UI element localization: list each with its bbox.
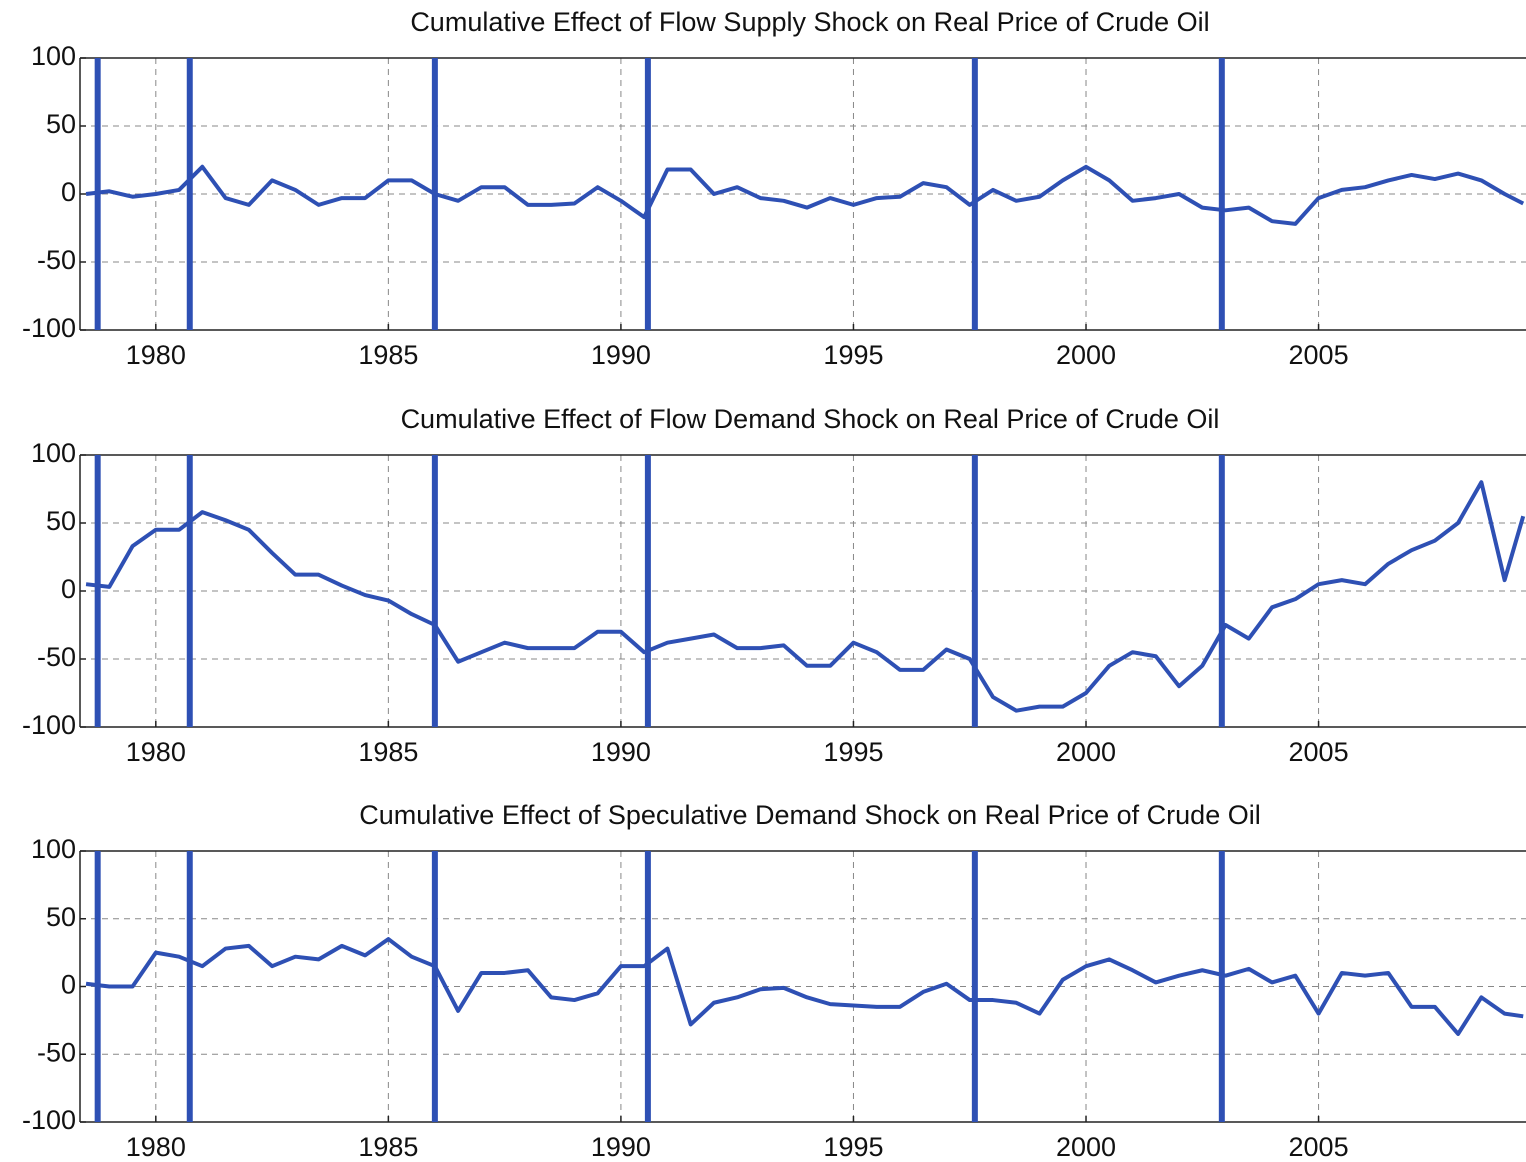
y-tick-label: -50 xyxy=(37,245,76,275)
panel-title: Cumulative Effect of Speculative Demand … xyxy=(359,800,1260,830)
x-tick-label: 1980 xyxy=(126,1132,186,1162)
y-tick-label: 100 xyxy=(31,41,76,71)
x-tick-label: 1995 xyxy=(823,1132,883,1162)
y-tick-label: -100 xyxy=(22,710,76,740)
panel: Cumulative Effect of Flow Demand Shock o… xyxy=(22,404,1526,767)
x-tick-label: 2005 xyxy=(1289,340,1349,370)
plot-area xyxy=(85,851,1524,1122)
x-tick-label: 1995 xyxy=(823,737,883,767)
x-tick-label: 2000 xyxy=(1056,737,1116,767)
y-tick-label: -50 xyxy=(37,1037,76,1067)
x-tick-label: 1990 xyxy=(591,340,651,370)
plot-area xyxy=(85,455,1526,727)
x-tick-label: 2000 xyxy=(1056,340,1116,370)
panel: Cumulative Effect of Speculative Demand … xyxy=(22,800,1526,1162)
x-tick-label: 2005 xyxy=(1289,1132,1349,1162)
y-tick-label: 0 xyxy=(61,574,76,604)
x-tick-label: 1980 xyxy=(126,737,186,767)
y-tick-label: -50 xyxy=(37,642,76,672)
panel: Cumulative Effect of Flow Supply Shock o… xyxy=(22,7,1526,370)
x-tick-label: 1990 xyxy=(591,1132,651,1162)
y-tick-label: 0 xyxy=(61,970,76,1000)
y-tick-label: 100 xyxy=(31,438,76,468)
plot-area xyxy=(85,58,1525,330)
x-tick-label: 1980 xyxy=(126,340,186,370)
x-tick-label: 1990 xyxy=(591,737,651,767)
y-tick-label: 50 xyxy=(46,902,76,932)
x-tick-label: 1985 xyxy=(358,1132,418,1162)
x-tick-label: 1985 xyxy=(358,737,418,767)
y-tick-label: 100 xyxy=(31,834,76,864)
series-line xyxy=(85,164,1525,226)
panel-title: Cumulative Effect of Flow Supply Shock o… xyxy=(410,7,1209,37)
series-line xyxy=(85,480,1526,713)
y-tick-label: -100 xyxy=(22,313,76,343)
y-tick-label: 50 xyxy=(46,506,76,536)
y-tick-label: 0 xyxy=(61,177,76,207)
x-tick-label: 1985 xyxy=(358,340,418,370)
panel-title: Cumulative Effect of Flow Demand Shock o… xyxy=(401,404,1220,434)
series-line xyxy=(85,937,1524,1036)
x-tick-label: 1995 xyxy=(823,340,883,370)
y-tick-label: 50 xyxy=(46,109,76,139)
x-tick-label: 2005 xyxy=(1289,737,1349,767)
y-tick-label: -100 xyxy=(22,1105,76,1135)
x-tick-label: 2000 xyxy=(1056,1132,1116,1162)
